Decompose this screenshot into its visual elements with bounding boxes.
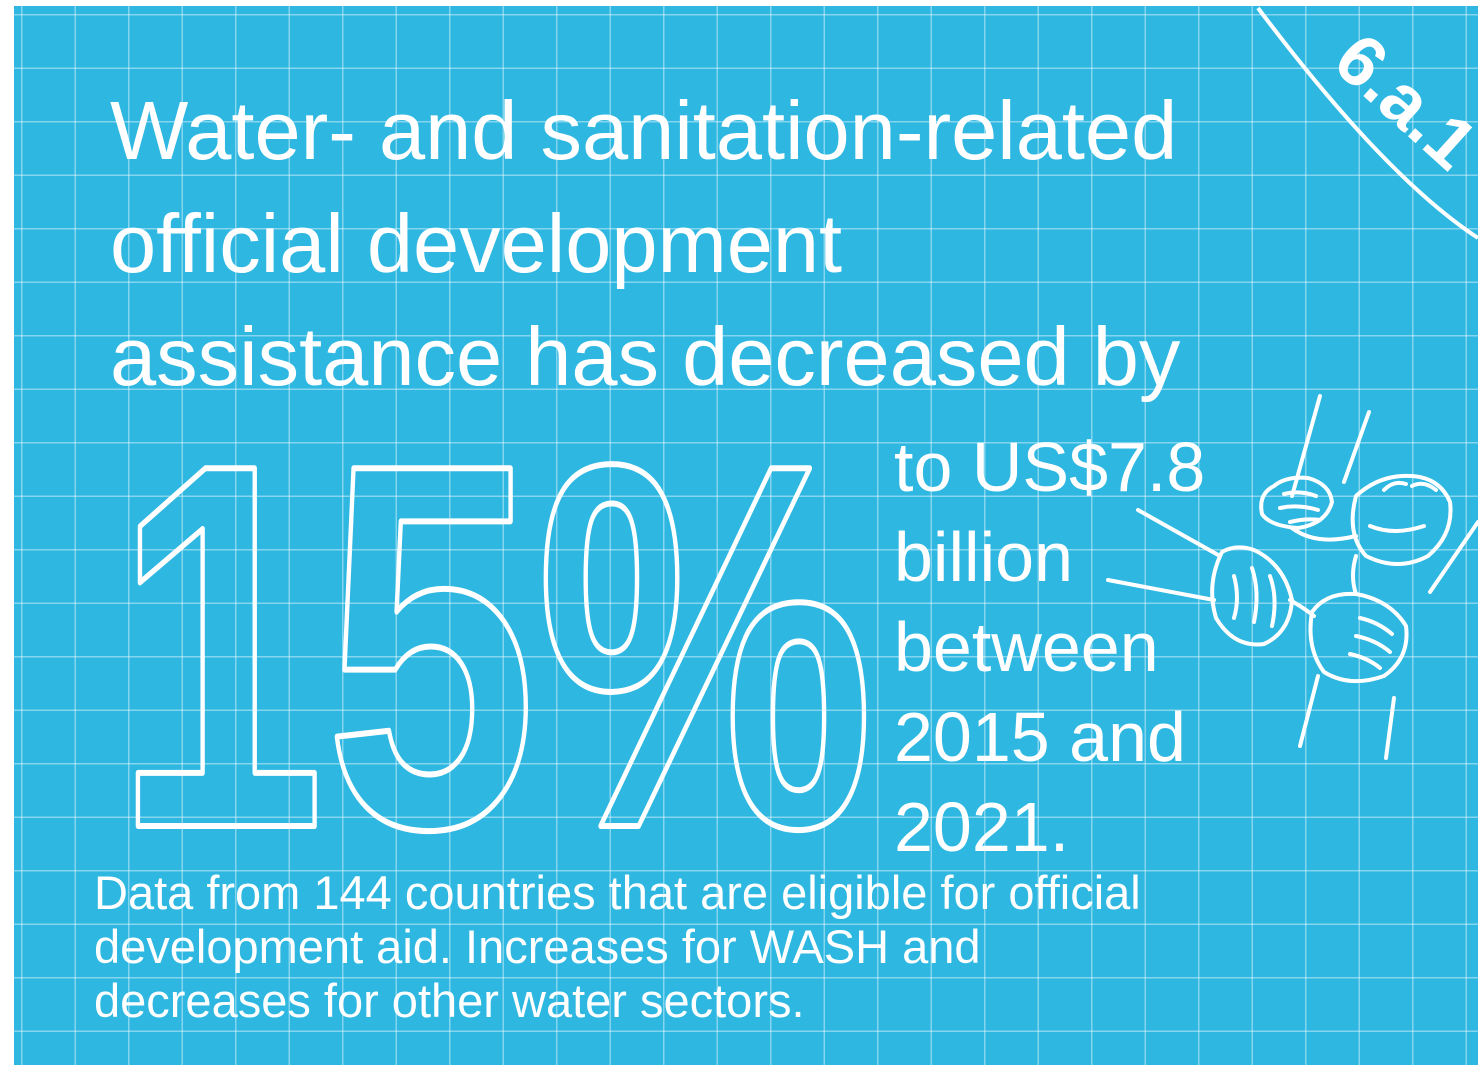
detail-line-1: to US$7.8 bbox=[894, 428, 1206, 506]
headline: Water- and sanitation-related official d… bbox=[110, 74, 1180, 413]
footnote: Data from 144 countries that are eligibl… bbox=[94, 866, 1141, 1028]
infographic-card: 6.a.1 Water- and sanitation-related offi… bbox=[14, 6, 1478, 1065]
badge-arc bbox=[1256, 6, 1478, 240]
footnote-line-3: decreases for other water sectors. bbox=[94, 974, 805, 1027]
detail-line-5: 2021. bbox=[894, 788, 1070, 866]
headline-line-1: Water- and sanitation-related bbox=[110, 84, 1178, 177]
hero-percentage: 15% bbox=[111, 408, 877, 848]
detail-line-4: 2015 and bbox=[894, 698, 1186, 776]
footnote-line-1: Data from 144 countries that are eligibl… bbox=[94, 866, 1141, 919]
detail-text: to US$7.8 billion between 2015 and 2021. bbox=[894, 422, 1205, 872]
headline-line-2: official development bbox=[110, 197, 843, 290]
indicator-badge: 6.a.1 bbox=[1256, 6, 1478, 240]
detail-line-2: billion bbox=[894, 518, 1073, 596]
detail-line-3: between bbox=[894, 608, 1159, 686]
badge-label: 6.a.1 bbox=[1319, 18, 1478, 185]
footnote-line-2: development aid. Increases for WASH and bbox=[94, 920, 981, 973]
stacked-hands-icon bbox=[1106, 394, 1478, 760]
headline-line-3: assistance has decreased by bbox=[110, 310, 1181, 403]
hero-percentage-text: 15% bbox=[114, 408, 874, 848]
